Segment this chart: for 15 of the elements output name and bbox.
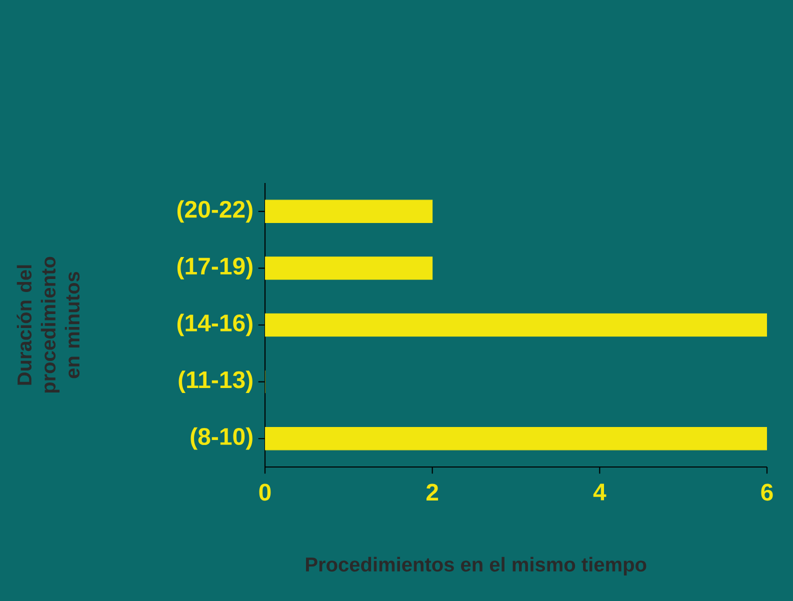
bar [265, 200, 433, 224]
x-tick-label: 2 [426, 484, 438, 500]
y-axis-title: Duración del procedimiento en minutos [16, 256, 80, 393]
y-tick-label: (8-10) [190, 427, 252, 450]
y-tick-label: (14-16) [177, 314, 252, 336]
y-tick-label: (20-22) [177, 200, 252, 223]
x-tick-label: 4 [593, 484, 606, 500]
bar [265, 256, 433, 280]
y-tick-label: (11-13) [178, 370, 252, 393]
x-axis-title: Procedimientos en el mismo tiempo [306, 556, 646, 576]
bar [265, 313, 767, 337]
y-tick-label: (17-19) [177, 257, 252, 280]
x-tick-label: 0 [259, 484, 271, 501]
bar [265, 427, 767, 450]
x-tick-label: 6 [761, 484, 773, 501]
